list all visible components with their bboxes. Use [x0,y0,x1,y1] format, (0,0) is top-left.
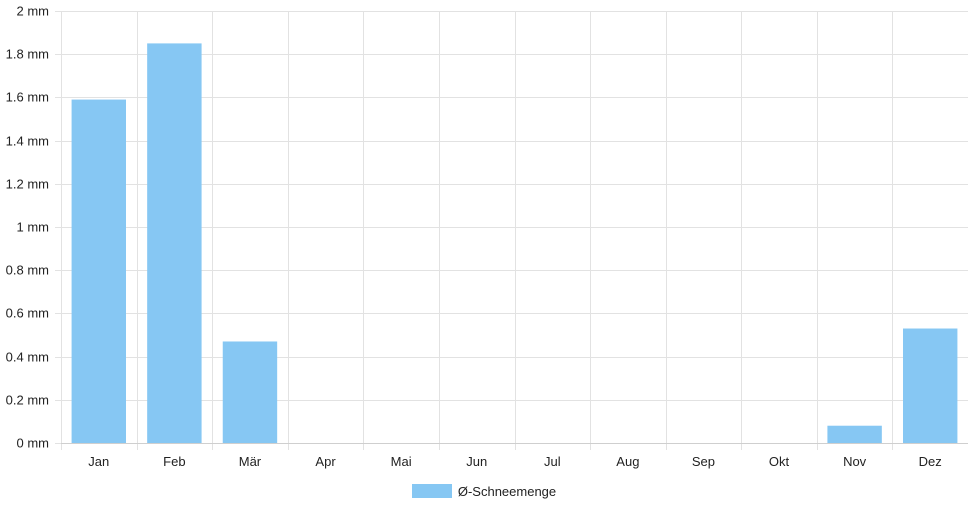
x-tick-label: Sep [692,454,715,469]
x-tick-label: Jul [544,454,561,469]
snow-chart: 0 mm 0.2 mm 0.4 mm 0.6 mm 0.8 mm 1 mm 1.2 mm 1.… [6,4,968,469]
y-tick-label: 0.6 mm [6,306,49,321]
y-tick-label: 0.8 mm [6,263,49,278]
x-tick-label: Aug [616,454,639,469]
x-tick-label: Okt [769,454,790,469]
x-tick-label: Feb [163,454,185,469]
bar-jan[interactable] [71,99,127,443]
x-tick-label: Nov [843,454,867,469]
x-tick-label: Jun [466,454,487,469]
bar-feb[interactable] [147,43,202,444]
x-tick-label: Dez [919,454,942,469]
x-tick-label: Jan [88,454,109,469]
y-tick-label: 1.6 mm [6,90,49,105]
x-tick-label: Apr [315,454,336,469]
y-tick-label: 1.8 mm [6,47,49,62]
bar-nov[interactable] [827,425,882,443]
x-axis-labels: Jan Feb Mär Apr Mai Jun Jul Aug Sep Okt Nov Dez [88,454,941,469]
y-tick-label: 0 mm [17,436,50,451]
y-tick-label: 0.2 mm [6,393,49,408]
legend-label[interactable]: Ø-Schneemenge [457,483,557,499]
y-tick-label: 2 mm [17,4,50,19]
bar-series [71,43,958,444]
x-tick-label: Mär [239,454,262,469]
x-tick-label: Mai [391,454,412,469]
chart-grid [55,11,968,450]
y-axis-labels: 0 mm 0.2 mm 0.4 mm 0.6 mm 0.8 mm 1 mm 1.2 mm 1.… [6,4,49,451]
legend-swatch[interactable] [411,484,452,498]
y-tick-label: 1.2 mm [6,177,49,192]
y-tick-label: 1.4 mm [6,134,49,149]
y-tick-label: 0.4 mm [6,350,49,365]
bar-mär[interactable] [222,341,278,443]
bar-dez[interactable] [902,328,958,443]
y-tick-label: 1 mm [17,220,50,235]
legend: Ø-Schneemenge [0,480,968,502]
